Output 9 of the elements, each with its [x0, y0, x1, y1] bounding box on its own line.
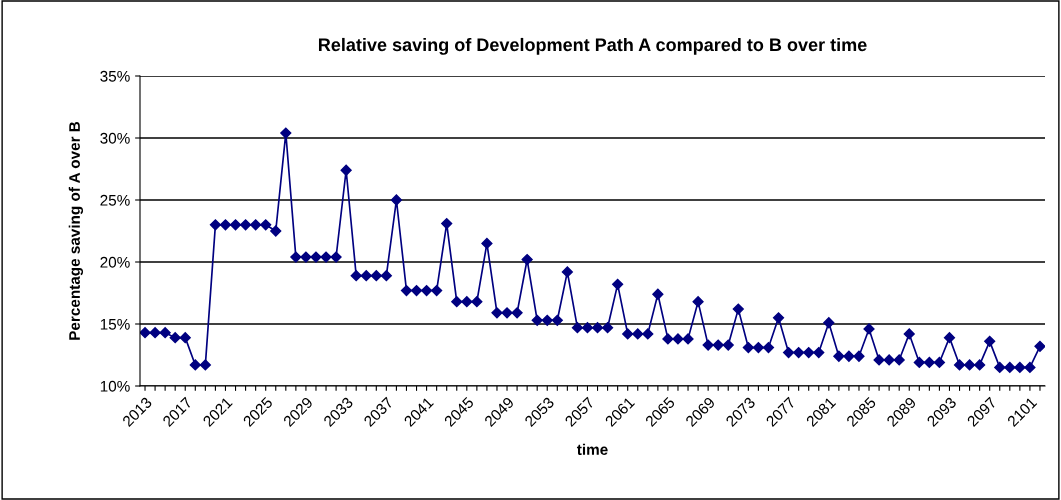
y-tick-label: 25%	[100, 194, 130, 206]
y-tick-label: 15%	[100, 318, 130, 330]
y-tick-label: 10%	[100, 380, 130, 392]
y-tick-label: 30%	[100, 132, 130, 144]
y-tick-label: 35%	[100, 70, 130, 82]
y-tick-label: 20%	[100, 256, 130, 268]
x-axis-title: time	[576, 443, 608, 455]
y-axis-title: Percentage saving of A over B	[68, 121, 84, 340]
chart-title: Relative saving of Development Path A compared to B over time	[318, 37, 867, 55]
